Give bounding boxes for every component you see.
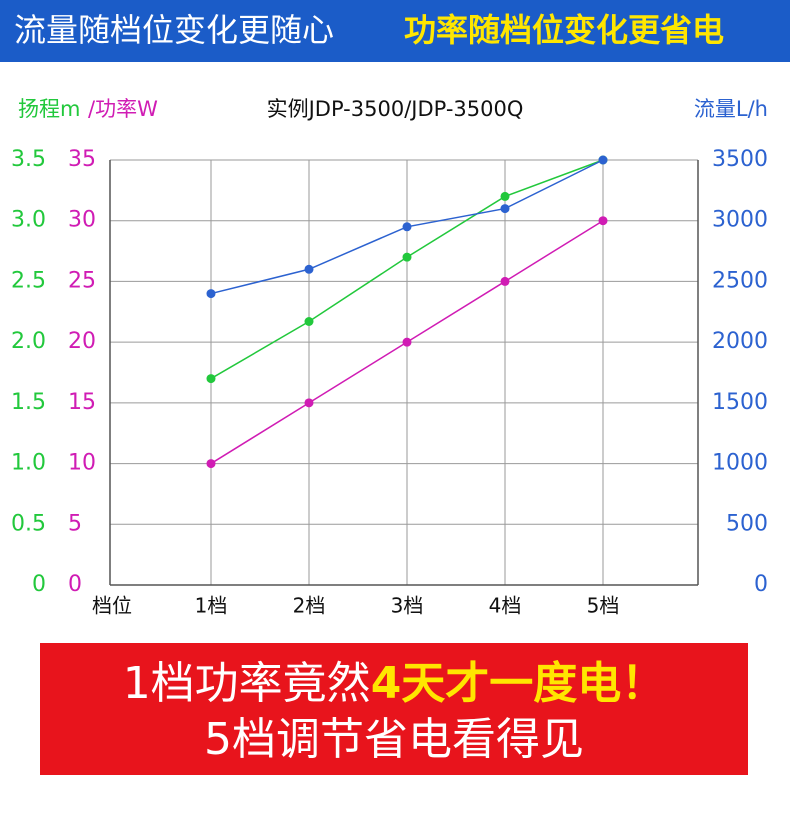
y-tick-label: 1.5 xyxy=(11,390,46,415)
y-tick-label: 1.0 xyxy=(11,451,46,476)
y-tick-label: 2.0 xyxy=(11,329,46,354)
data-point xyxy=(402,252,412,262)
data-point xyxy=(206,459,216,469)
data-point xyxy=(206,289,216,299)
y3-tick-label: 2000 xyxy=(712,329,768,354)
y2-tick-label: 25 xyxy=(68,268,96,293)
y2-tick-label: 10 xyxy=(68,451,96,476)
data-point xyxy=(206,374,216,384)
data-point xyxy=(402,222,412,232)
banner-line2: 5档调节省电看得见 xyxy=(204,714,584,765)
data-point xyxy=(500,204,510,214)
banner-highlight: 4天才一度电！ xyxy=(371,658,666,709)
y2-tick-label: 20 xyxy=(68,329,96,354)
banner-text: 1档功率竟然 xyxy=(123,658,371,709)
x-tick-label: 1档 xyxy=(195,594,228,618)
y-tick-label: 3.5 xyxy=(11,147,46,172)
data-point xyxy=(500,191,510,201)
data-point xyxy=(598,155,608,165)
chart-subtitle: 实例JDP-3500/JDP-3500Q xyxy=(267,97,524,121)
y2-tick-label: 5 xyxy=(68,511,82,536)
y3-tick-label: 500 xyxy=(726,511,768,536)
x-axis-title: 档位 xyxy=(92,594,132,618)
y3-axis-title: 流量L/h xyxy=(694,97,768,121)
y3-tick-label: 1000 xyxy=(712,451,768,476)
data-point xyxy=(500,276,510,286)
y-tick-label: 0.5 xyxy=(11,511,46,536)
y2-tick-label: 30 xyxy=(68,208,96,233)
data-point xyxy=(304,317,314,326)
data-point xyxy=(598,216,608,226)
x-tick-label: 2档 xyxy=(293,594,326,618)
y3-tick-label: 3500 xyxy=(712,147,768,172)
y2-tick-label: 0 xyxy=(68,572,82,597)
header-left: 流量随档位变化更随心 xyxy=(14,11,334,49)
x-tick-label: 4档 xyxy=(489,594,522,618)
y-tick-label: 3.0 xyxy=(11,208,46,233)
data-point xyxy=(304,398,314,408)
y-tick-label: 0 xyxy=(32,572,46,597)
banner xyxy=(40,643,748,775)
x-tick-label: 3档 xyxy=(391,594,424,618)
y2-tick-label: 15 xyxy=(68,390,96,415)
y3-tick-label: 2500 xyxy=(712,268,768,293)
y3-tick-label: 3000 xyxy=(712,208,768,233)
data-point xyxy=(402,337,412,347)
y-tick-label: 2.5 xyxy=(11,268,46,293)
y2-tick-label: 35 xyxy=(68,147,96,172)
y3-tick-label: 1500 xyxy=(712,390,768,415)
header-bar xyxy=(0,0,790,62)
y3-tick-label: 0 xyxy=(754,572,768,597)
y2-axis-title: /功率W xyxy=(88,97,158,121)
x-tick-label: 5档 xyxy=(587,594,620,618)
data-point xyxy=(304,264,314,274)
header-right: 功率随档位变化更省电 xyxy=(404,11,724,49)
y-axis-title: 扬程m xyxy=(18,97,80,121)
banner-line1: 1档功率竟然4天才一度电！ xyxy=(123,658,666,709)
